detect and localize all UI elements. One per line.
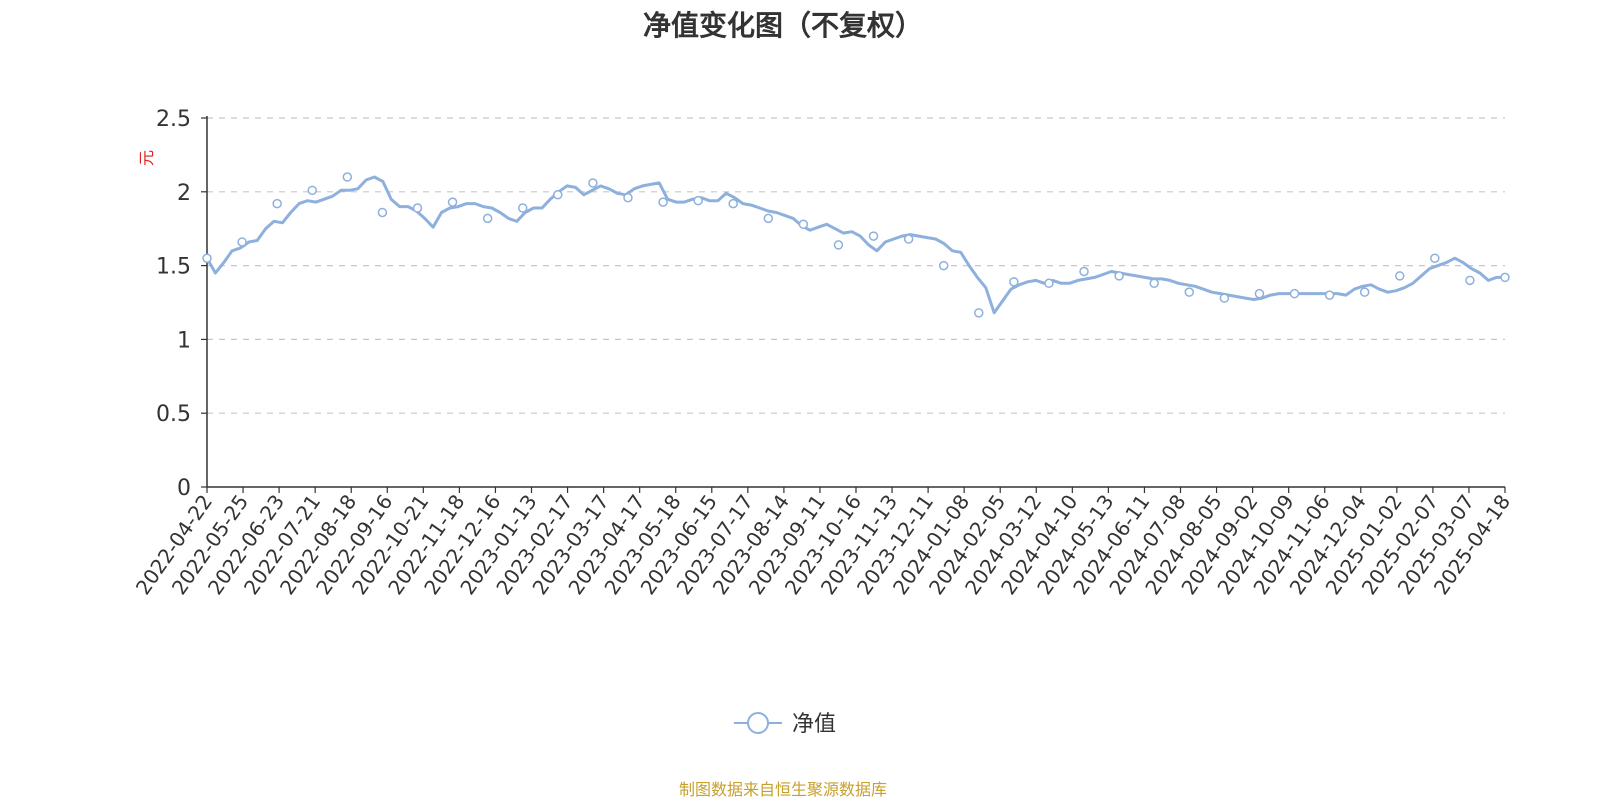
data-point[interactable]: [1044, 278, 1054, 289]
data-point[interactable]: [553, 190, 563, 200]
data-point[interactable]: [1009, 277, 1019, 287]
y-tick-label: 0: [177, 476, 191, 501]
data-point[interactable]: [623, 192, 633, 203]
data-point[interactable]: [272, 198, 282, 209]
y-axis-label: 元: [137, 150, 156, 166]
net-value-chart: 0 0.5 1 1.5 2 2.5 2022-04-222022-05-252022-06…: [131, 107, 1515, 737]
legend-label: 净值: [792, 712, 836, 737]
data-point[interactable]: [1430, 253, 1440, 263]
data-point[interactable]: [938, 260, 949, 271]
data-point[interactable]: [868, 231, 879, 241]
data-point[interactable]: [517, 203, 528, 213]
data-point[interactable]: [377, 207, 388, 218]
data-point[interactable]: [307, 185, 317, 196]
data-point[interactable]: [412, 203, 423, 213]
data-point[interactable]: [658, 197, 668, 207]
y-tick-label: 0.5: [156, 402, 191, 427]
y-tick-label: 2: [177, 181, 191, 206]
data-point[interactable]: [1079, 266, 1089, 277]
data-point[interactable]: [1289, 288, 1300, 299]
x-axis-ticks: 2022-04-222022-05-252022-06-232022-07-21…: [131, 487, 1515, 599]
y-tick-label: 1: [177, 328, 191, 353]
data-point[interactable]: [833, 240, 844, 250]
y-axis-ticks: 0 0.5 1 1.5 2 2.5: [156, 107, 207, 501]
grid-lines: [207, 117, 1505, 414]
data-point[interactable]: [1254, 288, 1265, 299]
legend[interactable]: 净值: [734, 712, 836, 737]
legend-marker-icon: [747, 712, 769, 734]
data-point[interactable]: [1149, 278, 1159, 289]
axes: [206, 116, 1505, 488]
data-point[interactable]: [974, 308, 984, 318]
y-tick-label: 1.5: [156, 255, 191, 280]
data-point[interactable]: [1500, 272, 1510, 283]
data-point[interactable]: [1324, 290, 1335, 300]
series-line-net-value: [205, 175, 1505, 315]
data-point[interactable]: [1184, 287, 1195, 297]
series-net-value: [202, 172, 1510, 318]
y-tick-label: 2.5: [156, 107, 191, 132]
data-point[interactable]: [1359, 287, 1370, 297]
chart-title: 净值变化图（不复权）: [642, 9, 923, 42]
source-note: 制图数据来自恒生聚源数据库: [678, 780, 887, 799]
data-point[interactable]: [342, 172, 353, 182]
data-point[interactable]: [482, 213, 493, 224]
data-point[interactable]: [763, 213, 774, 224]
data-point[interactable]: [202, 253, 212, 263]
data-point[interactable]: [903, 234, 914, 244]
data-point[interactable]: [447, 197, 458, 207]
data-point[interactable]: [1395, 271, 1405, 281]
data-point[interactable]: [1465, 275, 1475, 286]
data-point[interactable]: [588, 178, 598, 188]
data-point[interactable]: [237, 237, 247, 247]
data-point[interactable]: [1114, 271, 1124, 281]
data-point[interactable]: [728, 198, 738, 209]
data-point[interactable]: [1219, 293, 1230, 303]
data-point[interactable]: [798, 219, 809, 230]
data-point[interactable]: [693, 195, 703, 206]
